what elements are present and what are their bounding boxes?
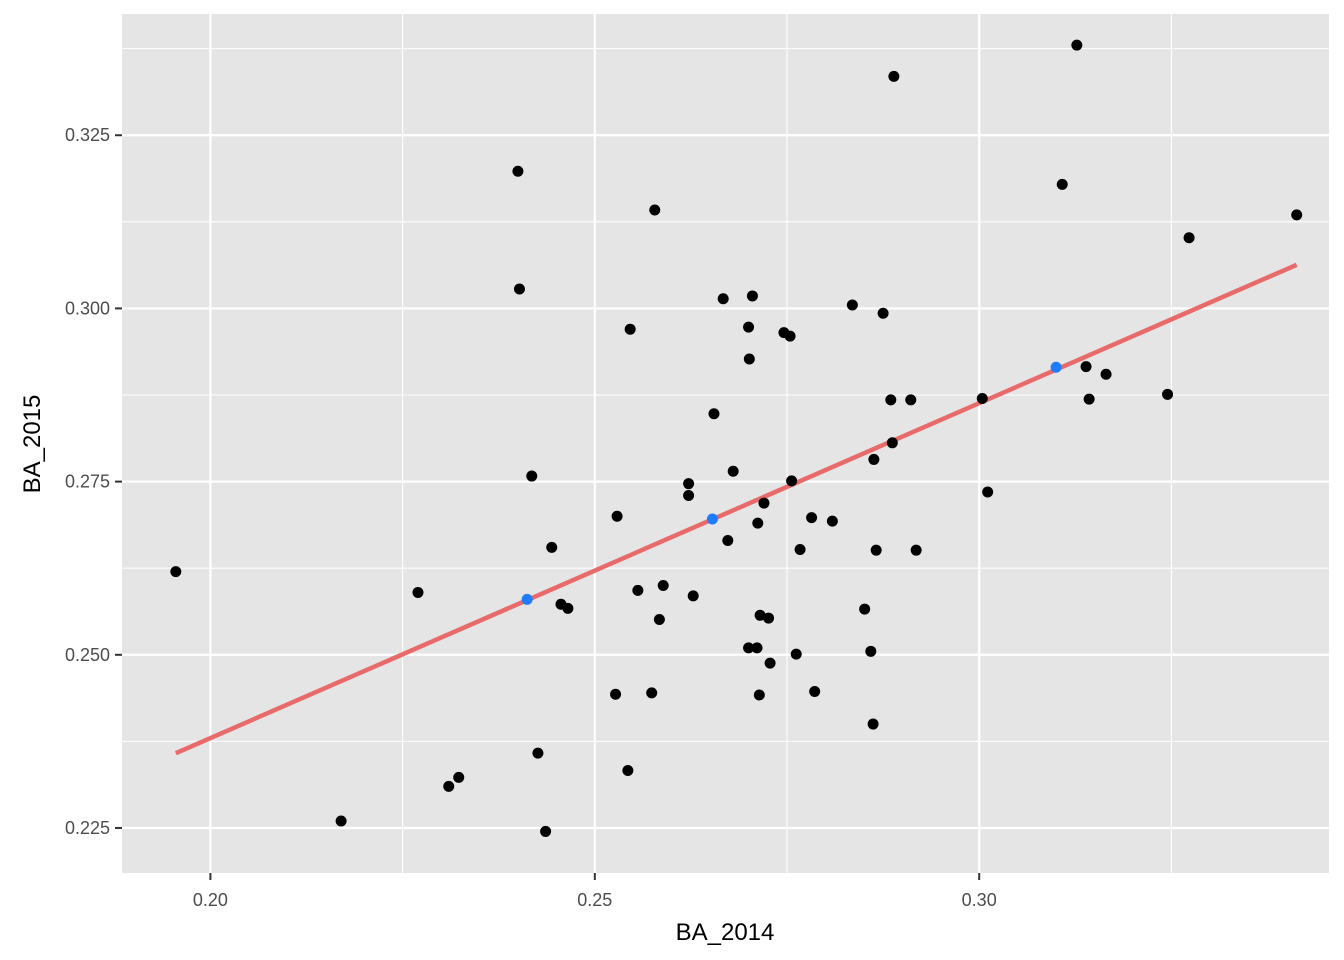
- data-point: [412, 586, 424, 598]
- data-point: [786, 475, 798, 487]
- y-tick-label: 0.300: [65, 298, 110, 318]
- data-point: [443, 780, 455, 792]
- data-point: [1162, 388, 1174, 400]
- data-point: [752, 517, 764, 529]
- points-layer: [170, 39, 1303, 837]
- data-point: [453, 771, 465, 783]
- highlighted-points-layer: [521, 361, 1062, 605]
- data-point: [790, 648, 802, 660]
- data-point: [717, 293, 729, 305]
- data-point: [751, 642, 763, 654]
- data-point: [1291, 209, 1303, 221]
- fit-line: [174, 262, 1298, 756]
- x-tick-label: 0.20: [193, 890, 228, 910]
- data-point: [764, 657, 776, 669]
- data-point: [649, 204, 661, 216]
- data-point: [753, 689, 765, 701]
- data-point: [867, 718, 879, 730]
- y-tick-label: 0.250: [65, 645, 110, 665]
- data-point: [809, 686, 821, 698]
- y-axis-title: BA_2015: [19, 395, 46, 494]
- data-point: [170, 566, 182, 578]
- data-point: [526, 470, 538, 482]
- plot-panel: [122, 14, 1329, 873]
- x-tick-label: 0.25: [577, 890, 612, 910]
- data-point: [870, 544, 882, 556]
- y-tick-label: 0.275: [65, 472, 110, 492]
- data-point: [727, 465, 739, 477]
- data-point: [722, 534, 734, 546]
- data-point: [859, 603, 871, 615]
- data-point: [562, 602, 574, 614]
- x-tick-label: 0.30: [962, 890, 997, 910]
- data-point: [622, 764, 634, 776]
- data-point: [532, 747, 544, 759]
- data-point: [763, 612, 775, 624]
- data-point: [743, 353, 755, 365]
- data-point: [1071, 39, 1083, 51]
- data-point: [632, 584, 644, 596]
- data-point: [683, 489, 695, 501]
- data-point: [624, 323, 636, 335]
- data-point: [708, 408, 720, 420]
- data-point: [868, 453, 880, 465]
- data-point: [885, 394, 897, 406]
- data-point: [1056, 178, 1068, 190]
- data-point: [877, 307, 889, 319]
- data-point: [653, 613, 665, 625]
- data-point: [743, 321, 755, 333]
- data-point: [976, 392, 988, 404]
- data-point: [512, 165, 524, 177]
- data-point: [610, 688, 622, 700]
- data-point: [546, 541, 558, 553]
- data-point: [513, 283, 525, 295]
- data-point: [826, 515, 838, 527]
- data-point: [910, 544, 922, 556]
- x-axis: 0.20 0.25 0.30: [193, 873, 997, 910]
- highlighted-point: [521, 593, 533, 605]
- data-point: [1080, 361, 1092, 373]
- data-point: [687, 590, 699, 602]
- minor-gridlines: [122, 14, 1329, 873]
- data-point: [754, 609, 766, 621]
- data-point: [905, 394, 917, 406]
- data-point: [746, 290, 758, 302]
- y-tick-label: 0.325: [65, 125, 110, 145]
- data-point: [646, 687, 658, 699]
- data-point: [1183, 232, 1195, 244]
- fit-line-layer: [174, 262, 1298, 756]
- data-point: [982, 486, 994, 498]
- data-point: [846, 299, 858, 311]
- highlighted-point: [706, 513, 718, 525]
- data-point: [886, 437, 898, 449]
- y-tick-label: 0.225: [65, 818, 110, 838]
- data-point: [335, 815, 347, 827]
- data-point: [784, 330, 796, 342]
- data-point: [683, 478, 695, 490]
- data-point: [806, 512, 818, 524]
- data-point: [865, 645, 877, 657]
- data-point: [758, 497, 770, 509]
- data-point: [1083, 393, 1095, 405]
- data-point: [1100, 368, 1112, 380]
- x-axis-title: BA_2014: [676, 919, 775, 946]
- data-point: [611, 510, 623, 522]
- data-point: [888, 70, 900, 82]
- data-point: [657, 580, 669, 592]
- major-gridlines: [122, 14, 1329, 873]
- data-point: [540, 825, 552, 837]
- highlighted-point: [1050, 361, 1062, 373]
- data-point: [743, 642, 755, 654]
- data-point: [794, 543, 806, 555]
- y-axis: 0.225 0.250 0.275 0.300 0.325: [65, 125, 122, 838]
